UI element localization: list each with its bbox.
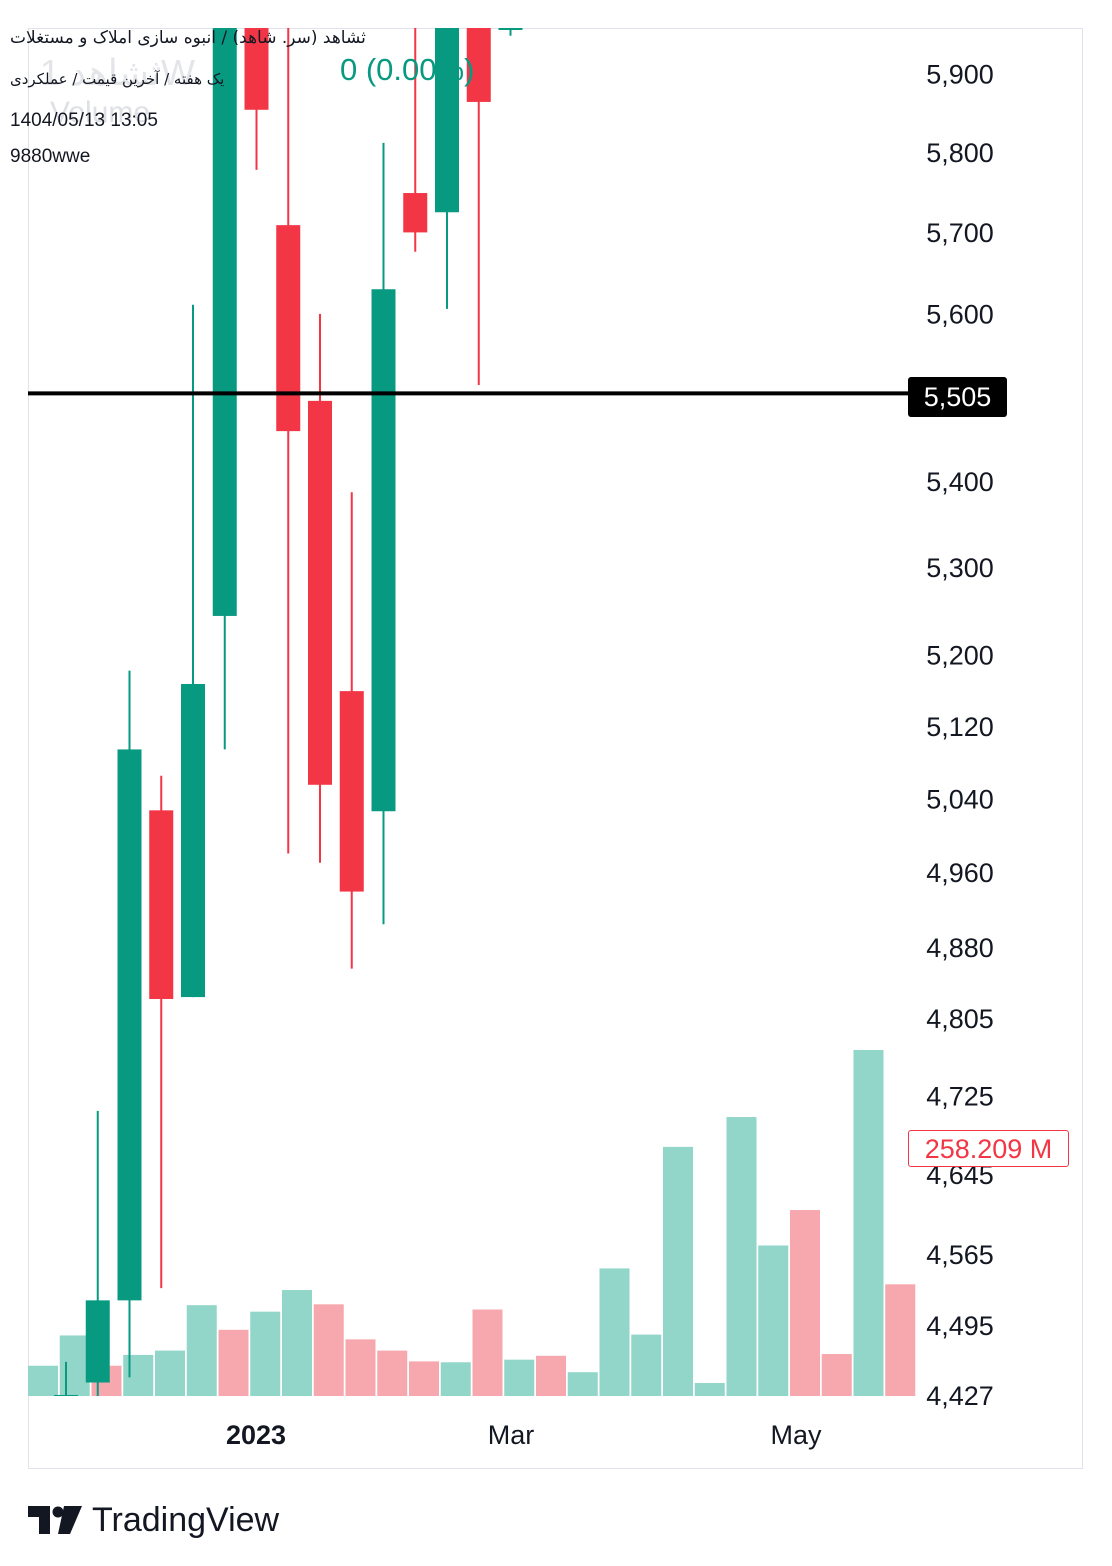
volume-bar	[345, 1339, 376, 1396]
y-axis: 5,900 5,800 5,700 5,600 5,400 5,300 5,200 5,120…	[926, 60, 994, 1411]
candle	[212, 28, 237, 750]
volume-bar	[504, 1359, 535, 1396]
volume-bar	[853, 1050, 884, 1396]
volume-bar	[472, 1309, 503, 1396]
candle	[498, 28, 523, 36]
volume-bar	[599, 1268, 630, 1396]
tradingview-logo[interactable]: TradingView	[28, 1500, 279, 1540]
volume-bar	[282, 1290, 312, 1396]
volume-bar	[631, 1334, 662, 1396]
volume-bar	[28, 1365, 58, 1396]
y-tick-label: 5,200	[926, 641, 994, 671]
x-tick-label: Mar	[488, 1420, 535, 1450]
candle	[54, 1361, 78, 1396]
candle-body	[435, 28, 459, 213]
candle-body	[466, 28, 491, 102]
chart-frame[interactable]	[28, 28, 1083, 1469]
volume-bar	[59, 1335, 90, 1396]
y-tick-label: 5,300	[926, 553, 994, 583]
candle-body	[54, 1394, 78, 1396]
volume-bar	[377, 1350, 408, 1396]
candle	[117, 670, 142, 1378]
candle-body	[276, 225, 301, 432]
last-price-badge: 5,505	[908, 377, 1007, 417]
candle	[308, 313, 332, 863]
candle-body	[212, 28, 237, 616]
candle	[339, 492, 364, 969]
legend-watermark: ثشاهد 1W	[40, 52, 196, 93]
candle	[149, 775, 174, 1289]
candle	[466, 28, 491, 386]
y-tick-label: 4,725	[926, 1081, 994, 1111]
candle	[85, 1110, 110, 1396]
volume-bar	[440, 1362, 471, 1396]
y-tick-label: 5,600	[926, 300, 994, 330]
candle	[181, 304, 205, 998]
y-tick-label: 4,805	[926, 1004, 994, 1034]
volume-bar	[726, 1117, 757, 1396]
volume-bar	[567, 1372, 598, 1396]
volume-bar	[218, 1329, 249, 1396]
y-tick-label: 4,495	[926, 1311, 994, 1341]
interval-subtitle: یک هفته / آخرین قیمت / عملکردی	[10, 70, 225, 88]
volume-bar	[250, 1311, 281, 1396]
volume-bars	[28, 1050, 916, 1396]
candle	[276, 28, 301, 854]
candle-body	[339, 691, 364, 892]
candle-body	[85, 1300, 110, 1383]
volume-bar	[790, 1210, 820, 1396]
tradingview-logo-text: TradingView	[92, 1500, 280, 1539]
tradingview-logo-icon	[28, 1506, 82, 1534]
volume-bar	[536, 1355, 566, 1396]
candle-body	[403, 193, 428, 233]
x-tick-label: 2023	[226, 1420, 286, 1450]
y-tick-label: 4,880	[926, 933, 994, 963]
username: 9880wwe	[10, 146, 91, 167]
volume-bar	[758, 1245, 789, 1396]
candle-body	[149, 810, 174, 999]
volume-bar	[821, 1354, 852, 1396]
candles	[54, 28, 523, 1396]
candle	[403, 28, 428, 252]
timestamp: 1404/05/13 13:05	[10, 110, 158, 131]
volume-bar	[155, 1350, 185, 1396]
y-tick-label: 5,700	[926, 218, 994, 248]
x-axis: 2023 Mar May	[226, 1420, 822, 1450]
candle-body	[117, 749, 142, 1301]
volume-bar	[123, 1354, 154, 1396]
y-tick-label: 4,565	[926, 1240, 994, 1270]
symbol-title: ثشاهد (سر. شاهد) / انبوه سازی املاک و مس…	[10, 28, 366, 48]
volume-bar	[885, 1284, 916, 1396]
y-tick-label: 4,427	[926, 1381, 994, 1411]
price-change: 0 (0.00%)	[340, 52, 475, 87]
candle-body	[371, 289, 396, 812]
volume-watermark: Volume	[50, 96, 151, 129]
volume-bar	[186, 1305, 217, 1396]
volume-bar	[663, 1146, 693, 1396]
volume-bar	[694, 1383, 725, 1396]
y-tick-label: 5,800	[926, 138, 994, 168]
candle	[435, 28, 459, 309]
y-tick-label: 5,900	[926, 60, 994, 90]
candle-body	[181, 683, 205, 998]
y-tick-label: 4,960	[926, 858, 994, 888]
volume-badge: 258.209 M	[908, 1130, 1069, 1167]
x-tick-label: May	[770, 1420, 822, 1450]
y-tick-label: 5,120	[926, 712, 994, 742]
volume-bar	[313, 1304, 344, 1396]
candle	[244, 28, 269, 170]
candle	[371, 142, 396, 925]
candle-body	[244, 28, 269, 110]
candle-body	[308, 400, 332, 785]
y-tick-label: 5,040	[926, 784, 994, 814]
y-tick-label: 5,400	[926, 467, 994, 497]
volume-bar	[409, 1361, 439, 1396]
candle-body	[498, 28, 523, 30]
